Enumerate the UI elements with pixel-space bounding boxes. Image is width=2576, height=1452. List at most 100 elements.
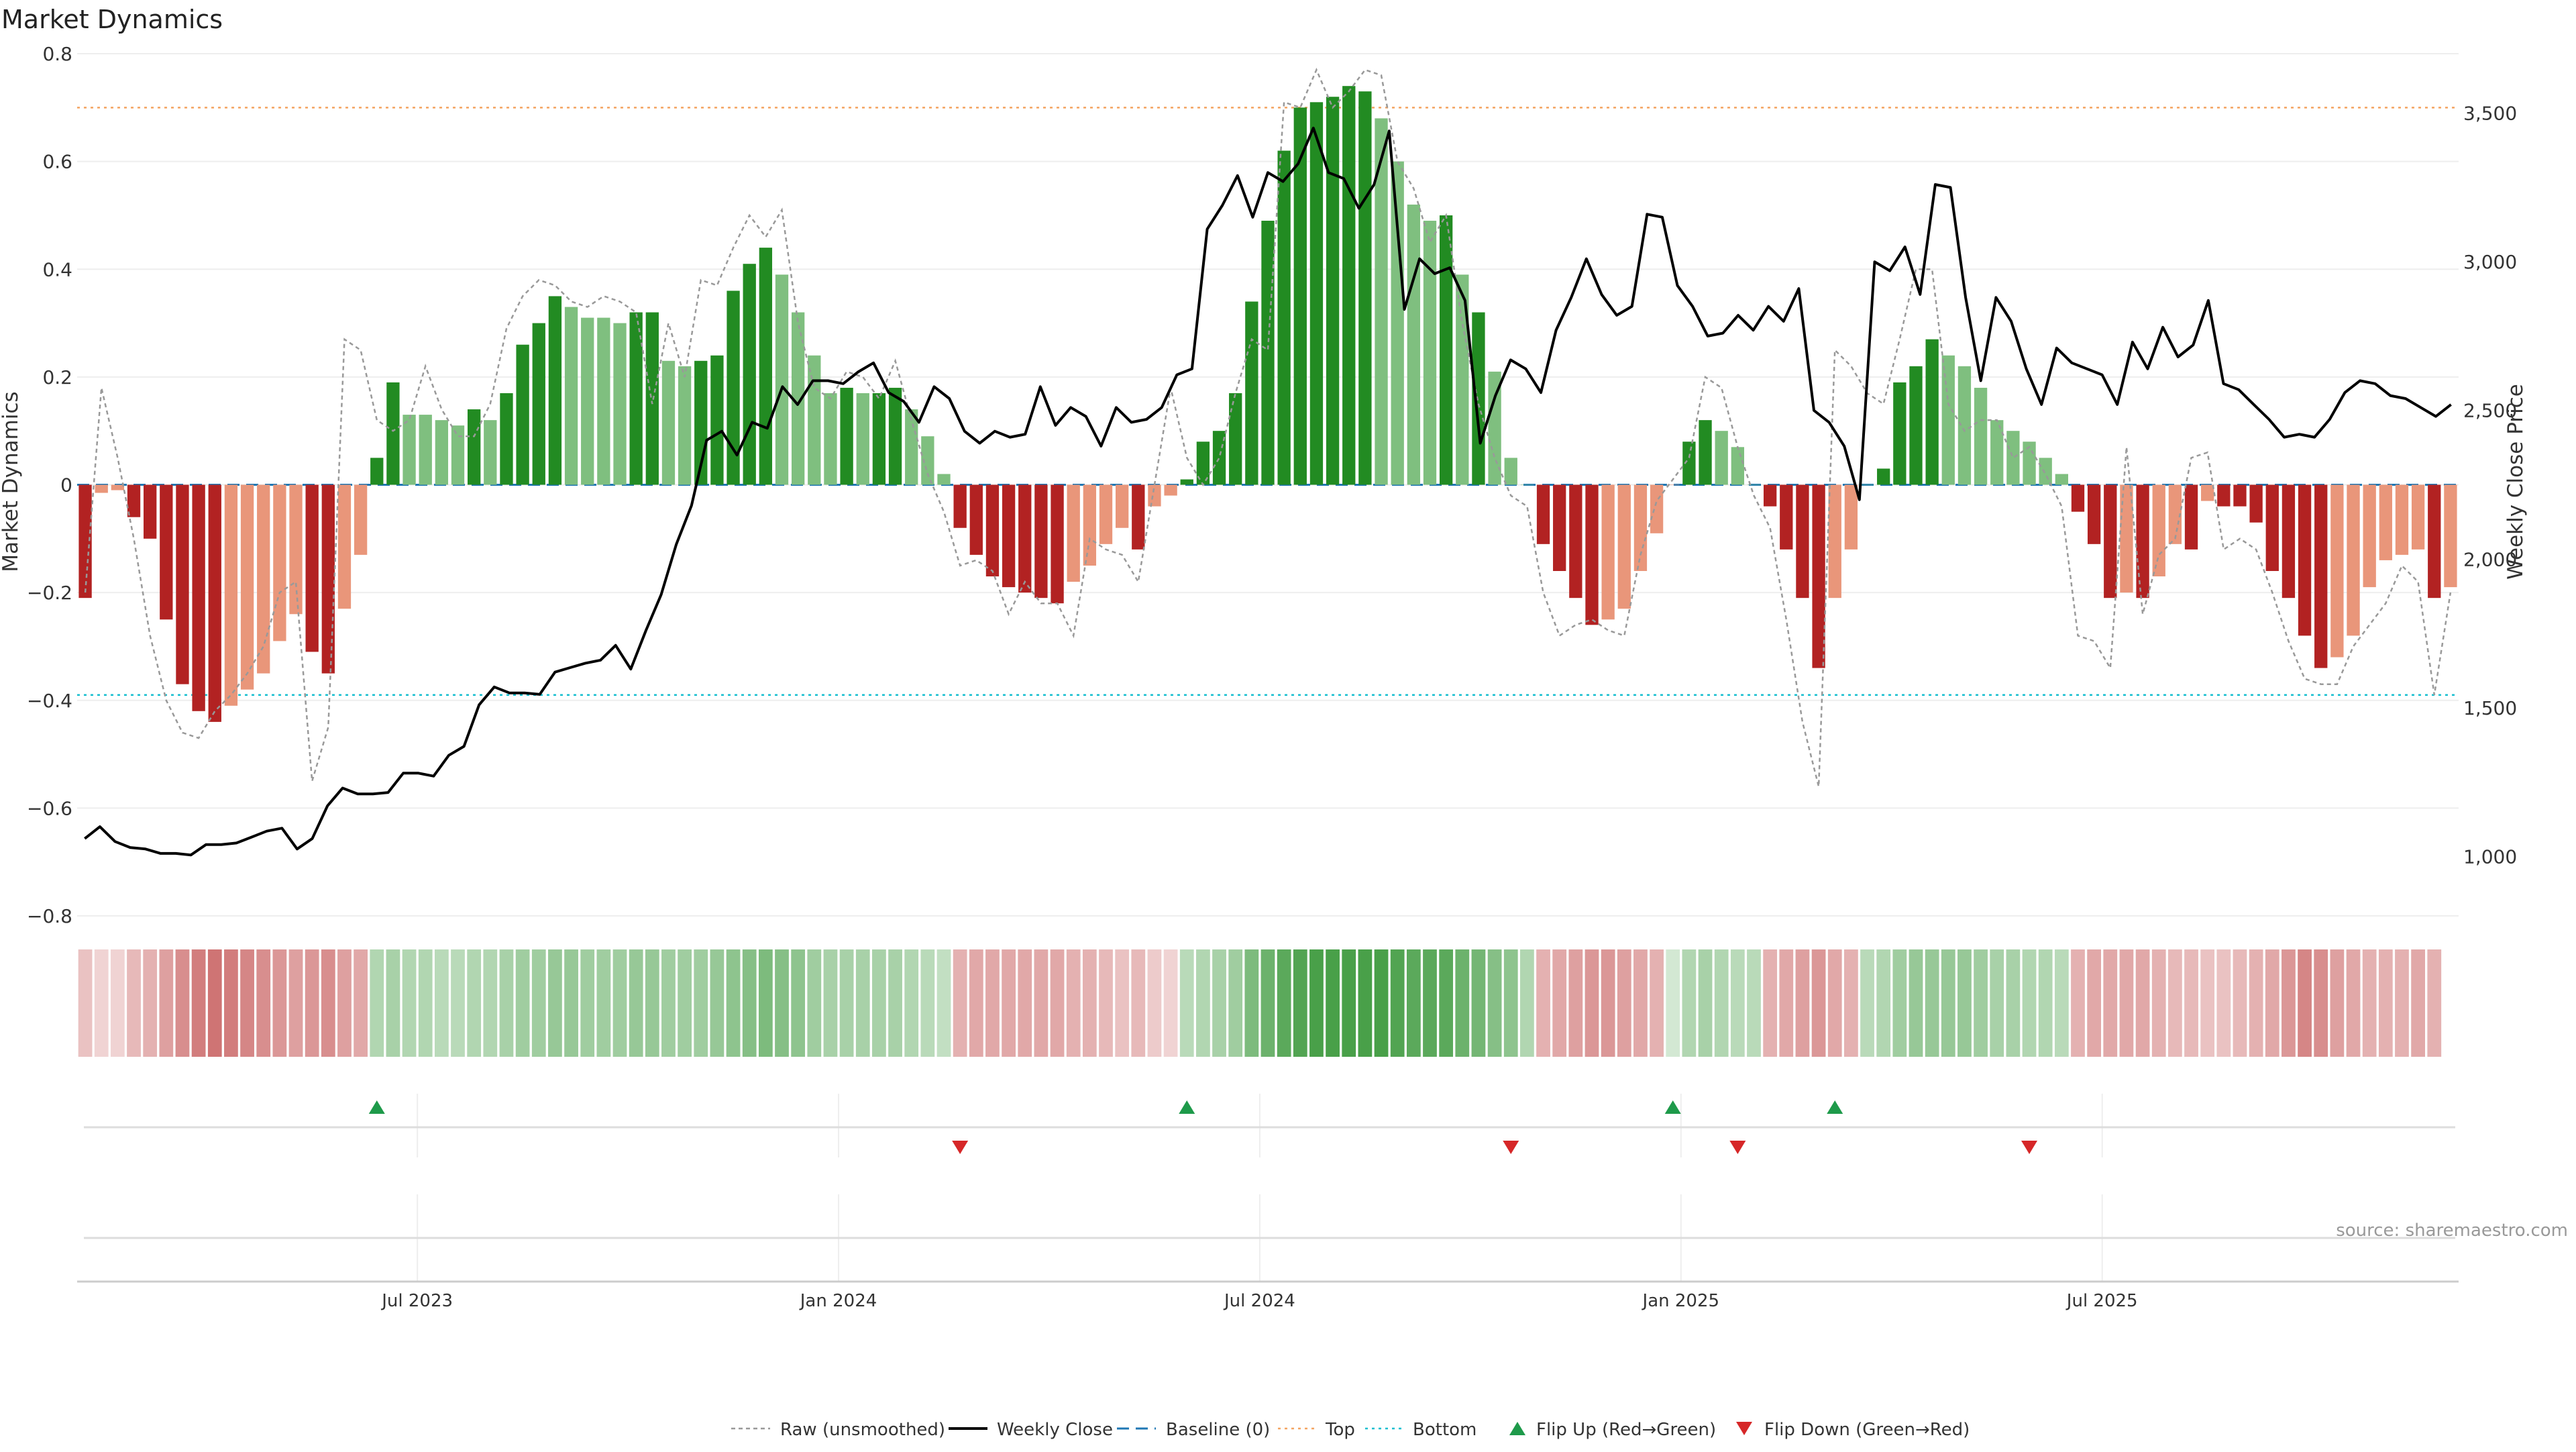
y2-axis-label: Weekly Close Price bbox=[2504, 384, 2528, 580]
bar bbox=[2411, 484, 2425, 550]
heat-cell bbox=[1974, 949, 1988, 1057]
legend-label: Flip Down (Green→Red) bbox=[1764, 1420, 1970, 1440]
legend-label: Bottom bbox=[1413, 1420, 1477, 1440]
bar bbox=[2104, 484, 2117, 599]
heat-cell bbox=[2346, 949, 2361, 1057]
y2-tick-label: 3,500 bbox=[2463, 103, 2517, 125]
heat-cell bbox=[78, 949, 93, 1057]
heat-cell bbox=[288, 949, 303, 1057]
heat-cell bbox=[2151, 949, 2166, 1057]
bar bbox=[1132, 484, 1145, 550]
heat-cell bbox=[1390, 949, 1405, 1057]
bar bbox=[1196, 442, 1210, 485]
heat-cell bbox=[1779, 949, 1794, 1057]
bar bbox=[856, 393, 869, 485]
legend-label: Baseline (0) bbox=[1166, 1420, 1270, 1440]
x-tick-label: Jul 2023 bbox=[380, 1291, 453, 1311]
bar bbox=[2152, 484, 2165, 577]
heat-cell bbox=[207, 949, 222, 1057]
bar bbox=[1941, 355, 1955, 485]
heat-cell bbox=[1439, 949, 1454, 1057]
heat-cell bbox=[2233, 949, 2247, 1057]
y-tick-label: −0.4 bbox=[27, 690, 72, 712]
heat-cell bbox=[1260, 949, 1275, 1057]
heat-cell bbox=[110, 949, 125, 1057]
bar bbox=[629, 312, 643, 485]
bar bbox=[1796, 484, 1809, 599]
bar bbox=[1682, 442, 1696, 485]
heat-cell bbox=[1244, 949, 1259, 1057]
heat-cell bbox=[127, 949, 141, 1057]
heat-cell bbox=[839, 949, 854, 1057]
heat-cell bbox=[143, 949, 158, 1057]
bar bbox=[532, 323, 545, 485]
bar bbox=[743, 264, 756, 485]
heat-cell bbox=[1099, 949, 1113, 1057]
bar bbox=[1877, 468, 1890, 485]
bar bbox=[468, 409, 481, 485]
heat-cell bbox=[2119, 949, 2134, 1057]
heat-cell bbox=[1115, 949, 1130, 1057]
y2-tick-label: 1,000 bbox=[2463, 845, 2517, 868]
heat-cell bbox=[2135, 949, 2150, 1057]
heat-cell bbox=[483, 949, 498, 1057]
bar bbox=[1326, 97, 1340, 485]
bar bbox=[840, 387, 853, 485]
heat-cell bbox=[1925, 949, 1939, 1057]
bar bbox=[1747, 484, 1761, 485]
bar bbox=[1650, 484, 1664, 533]
bar bbox=[1439, 215, 1453, 485]
bar bbox=[613, 323, 627, 485]
heat-cell bbox=[1212, 949, 1226, 1057]
heat-cell bbox=[402, 949, 417, 1057]
bar bbox=[451, 425, 465, 485]
bar bbox=[516, 344, 529, 485]
heat-cell bbox=[694, 949, 708, 1057]
legend-label: Raw (unsmoothed) bbox=[780, 1420, 945, 1440]
heat-cell bbox=[1066, 949, 1081, 1057]
heat-cell bbox=[1730, 949, 1745, 1057]
bar bbox=[645, 312, 659, 485]
bar bbox=[953, 484, 967, 528]
heat-cell bbox=[2282, 949, 2296, 1057]
bar bbox=[548, 296, 562, 485]
heat-cell bbox=[191, 949, 206, 1057]
heat-cell bbox=[272, 949, 287, 1057]
heat-cell bbox=[1293, 949, 1307, 1057]
bar bbox=[1617, 484, 1631, 609]
bar bbox=[1633, 484, 1648, 571]
heat-cell bbox=[1374, 949, 1389, 1057]
bar bbox=[1909, 366, 1923, 485]
heat-cell bbox=[1876, 949, 1891, 1057]
heat-cell bbox=[499, 949, 514, 1057]
heat-cell bbox=[1601, 949, 1615, 1057]
bar bbox=[1018, 484, 1032, 593]
bar bbox=[2136, 484, 2149, 599]
bar bbox=[370, 458, 384, 485]
heat-cell bbox=[337, 949, 352, 1057]
heat-cell bbox=[791, 949, 806, 1057]
bar bbox=[937, 474, 951, 485]
heat-cell bbox=[855, 949, 870, 1057]
heat-cell bbox=[1827, 949, 1842, 1057]
heat-cell bbox=[1714, 949, 1729, 1057]
heat-cell bbox=[678, 949, 692, 1057]
bar bbox=[2428, 484, 2441, 599]
heat-cell bbox=[2362, 949, 2377, 1057]
bar bbox=[2120, 484, 2133, 593]
flip-down-marker bbox=[1503, 1141, 1519, 1154]
bar bbox=[905, 409, 918, 485]
y-axis-label: Market Dynamics bbox=[0, 391, 23, 572]
bar bbox=[1974, 387, 1988, 485]
bar bbox=[1585, 484, 1599, 625]
heat-cell bbox=[515, 949, 530, 1057]
bar bbox=[2265, 484, 2279, 571]
bar bbox=[1925, 339, 1939, 485]
heat-cell bbox=[1455, 949, 1470, 1057]
heat-cell bbox=[1050, 949, 1065, 1057]
heat-cell bbox=[370, 949, 384, 1057]
y2-tick-label: 2,500 bbox=[2463, 400, 2517, 422]
bar bbox=[1261, 220, 1275, 485]
bar bbox=[2201, 484, 2214, 501]
bar bbox=[419, 415, 432, 485]
